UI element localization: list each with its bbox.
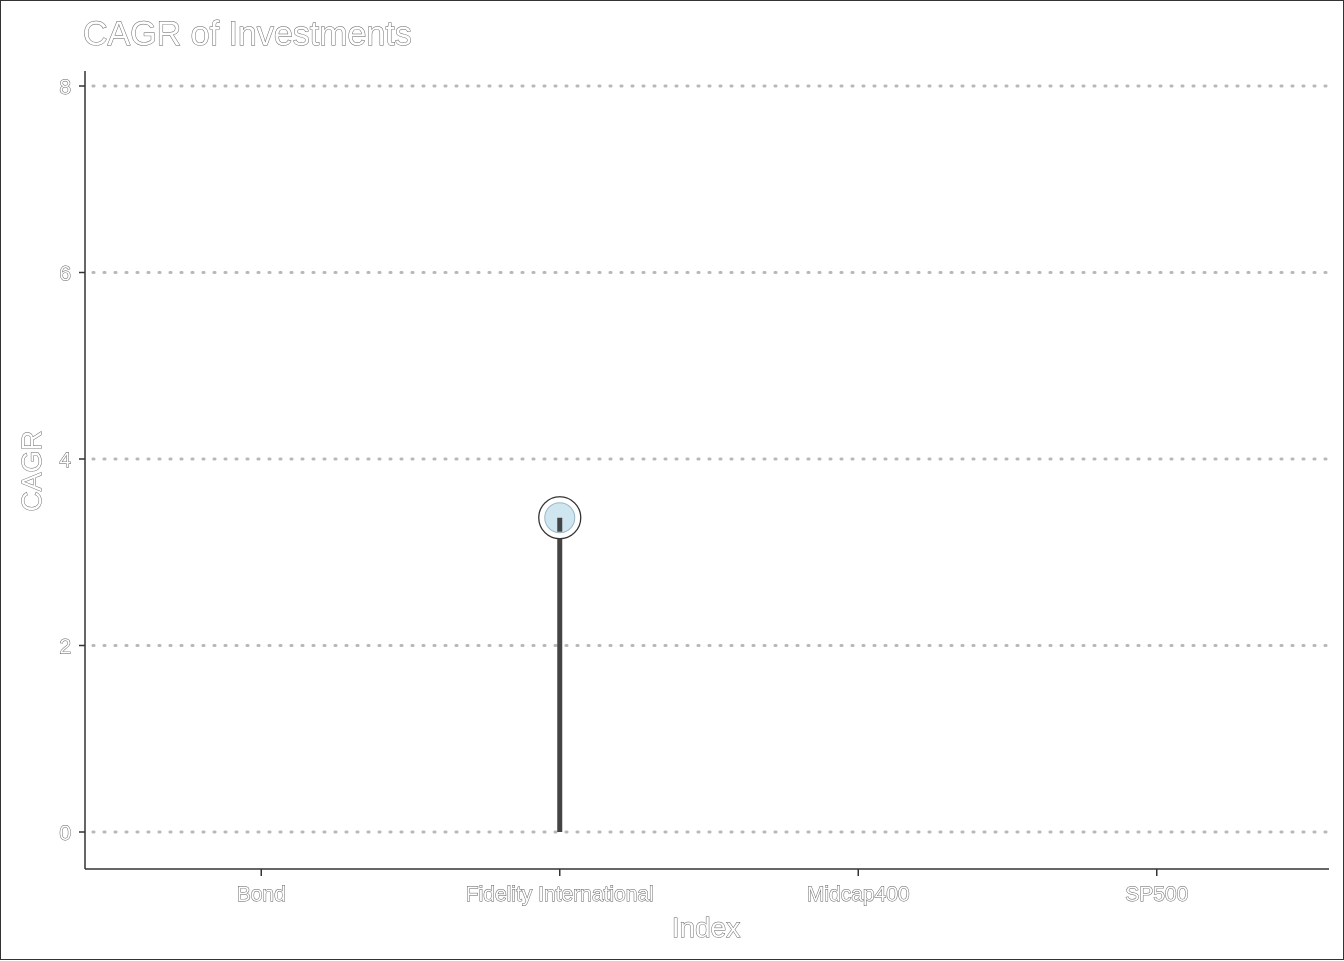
y-axis-label: CAGR: [16, 431, 47, 512]
chart-title: CAGR of Investments: [83, 15, 412, 53]
y-ticks: 0 2 4 6 8: [59, 76, 85, 845]
gridlines: [91, 84, 1331, 834]
x-ticks: Bond Fidelity International Midcap400 SP500: [236, 869, 1189, 906]
lollipop-marks: [538, 496, 582, 832]
y-tick-label: 6: [59, 263, 71, 286]
y-tick-label: 4: [59, 449, 71, 472]
x-tick-label: Bond: [237, 883, 286, 906]
x-tick-label: SP500: [1125, 883, 1188, 906]
x-tick-label: Fidelity International: [466, 883, 654, 906]
y-tick-label: 2: [59, 636, 71, 659]
y-tick-label: 8: [59, 76, 71, 99]
y-tick-label: 0: [59, 822, 71, 845]
x-axis-label: Index: [672, 912, 741, 943]
x-tick-label: Midcap400: [807, 883, 910, 906]
